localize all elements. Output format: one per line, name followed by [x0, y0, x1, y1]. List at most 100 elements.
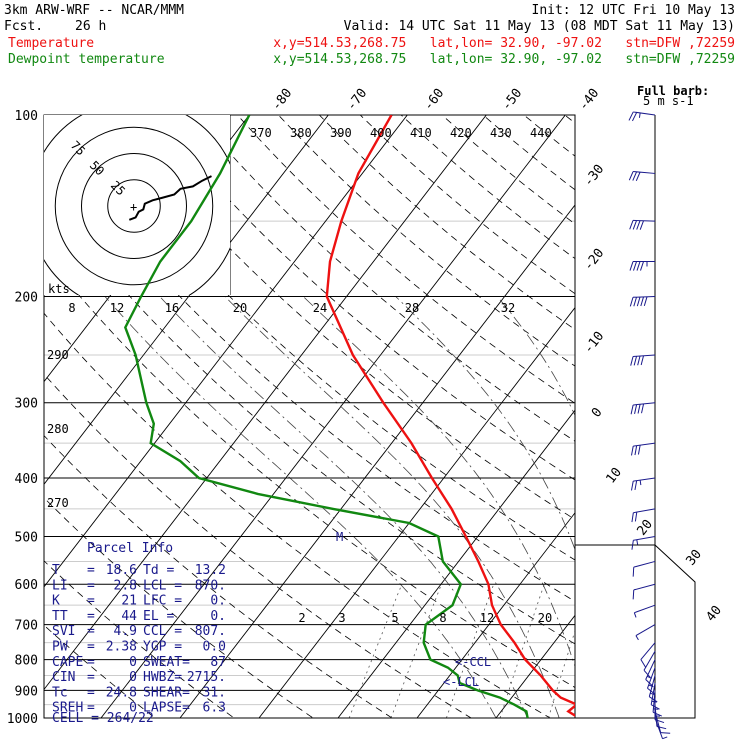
- hodograph-ring: [107, 179, 161, 233]
- mixing-ratio-label: 12: [110, 301, 124, 315]
- isotherm: [495, 614, 575, 718]
- wind-barb-flag: [629, 261, 634, 271]
- parcel-param2-name: EL =: [143, 609, 174, 624]
- parcel-param-equals: =: [87, 685, 95, 700]
- isotherm: [44, 115, 408, 588]
- theta-label: 290: [47, 348, 69, 362]
- dry-adiabat: [73, 115, 575, 561]
- pressure-tick-label: 900: [15, 684, 38, 699]
- temperature-tick-label: -10: [581, 329, 607, 357]
- parcel-param2-value: 0.: [210, 609, 226, 624]
- wind-barb-flag: [631, 481, 634, 491]
- wind-barb-staff: [635, 624, 656, 637]
- pressure-tick-label: 300: [15, 397, 38, 412]
- dewpoint-profile: [123, 115, 529, 718]
- pressure-tick-label: 100: [15, 109, 38, 124]
- parcel-param-value: 0: [129, 670, 137, 685]
- wind-barb-flag: [640, 296, 644, 307]
- wind-barb-flag: [649, 696, 658, 703]
- dry-adiabat: [44, 191, 575, 645]
- parcel-param2-value: 31.: [203, 685, 226, 700]
- isotherm: [733, 115, 740, 718]
- wind-barb-flag: [631, 512, 634, 523]
- temperature-tick-label: 0: [589, 405, 606, 420]
- pressure-tick-label: 1000: [7, 712, 38, 727]
- valid-time: Valid: 14 UTC Sat 11 May 13 (08 MDT Sat …: [344, 19, 735, 34]
- parcel-param2-value: 807.: [195, 624, 226, 639]
- parcel-param-name: CIN: [52, 670, 75, 685]
- isotherm: [654, 115, 740, 718]
- parcel-param2-name: LAPSE=: [143, 701, 190, 716]
- wind-barb-flag: [640, 261, 644, 271]
- wind-barb-flag: [643, 296, 648, 307]
- wind-barb-flag: [641, 403, 645, 414]
- theta-top-label: 370: [250, 126, 272, 140]
- pressure-tick-label: 400: [15, 472, 38, 487]
- parcel-param-name: Tc: [52, 685, 68, 700]
- moist-adiabat: [395, 296, 575, 551]
- theta-top-label: 380: [290, 126, 312, 140]
- wind-barb-flag: [632, 220, 637, 230]
- wind-barb-staff: [632, 219, 656, 222]
- isotherm: [100, 115, 566, 718]
- wind-barb-flag: [631, 446, 634, 456]
- wind-barb-half-flag: [636, 539, 639, 545]
- wind-barb-flag: [632, 112, 638, 122]
- wind-barb-flag: [634, 512, 638, 522]
- parcel-param-name: T: [52, 563, 60, 578]
- dry-adiabat: [606, 115, 740, 731]
- parcel-param-name: PW: [52, 640, 68, 655]
- parcel-param2-name: SWEAT=: [143, 655, 190, 670]
- wind-barb-flag: [633, 356, 638, 366]
- parcel-param-equals: =: [87, 670, 95, 685]
- parcel-info-title: Parcel Info: [87, 541, 173, 556]
- wind-barb-half-flag: [648, 684, 654, 688]
- wind-barb-flag: [633, 261, 637, 271]
- fcst-label: Fcst.: [4, 19, 43, 34]
- parcel-param2-name: SHEAR=: [143, 685, 190, 700]
- hodograph-background: [44, 115, 230, 295]
- pressure-tick-label: 700: [15, 619, 38, 634]
- hodograph-trace: [128, 175, 212, 221]
- parcel-param-equals: =: [87, 578, 95, 593]
- parcel-param-equals: =: [87, 609, 95, 624]
- isotherm: [0, 115, 12, 718]
- parcel-param-equals: =: [87, 655, 95, 670]
- mixing-ratio-label: 8: [68, 301, 75, 315]
- pressure-tick-label: 600: [15, 578, 38, 593]
- dry-adiabat: [647, 115, 740, 731]
- parcel-param-value: 44: [121, 609, 137, 624]
- parcel-param-value: 24.8: [106, 685, 137, 700]
- wind-barb-flag: [637, 445, 641, 455]
- wind-barb-staff: [633, 442, 656, 447]
- parcel-param2-name: CCL =: [143, 624, 182, 639]
- wind-barb-staff: [633, 477, 656, 482]
- pressure-tick-label: 200: [15, 291, 38, 306]
- wind-barb-staff: [633, 111, 656, 116]
- isotherm: [179, 204, 575, 718]
- wind-barb-flag: [643, 669, 651, 678]
- wind-barb-half-flag: [639, 480, 642, 486]
- mixing-ratio-line: [499, 584, 545, 718]
- wind-barb-flag: [630, 404, 634, 415]
- parcel-param-name: K: [52, 594, 60, 609]
- dry-adiabat: [44, 435, 393, 718]
- wind-barb-flag: [656, 725, 667, 730]
- wind-barb-flag: [639, 220, 644, 230]
- dry-adiabat: [155, 115, 575, 481]
- wind-barb-flag: [636, 220, 641, 230]
- mixing-ratio-label: 16: [165, 301, 179, 315]
- wind-barb-half-flag: [651, 700, 657, 703]
- parcel-param2-value: 0.: [210, 594, 226, 609]
- wind-barb-flag: [640, 659, 647, 668]
- wind-barb-flag: [632, 589, 635, 600]
- parcel-param-value: 4.9: [114, 624, 137, 639]
- theta-top-label: 390: [330, 126, 352, 140]
- wind-barb-flag: [633, 297, 637, 307]
- full-barb-label: Full barb:: [637, 84, 709, 98]
- parcel-param-equals: =: [87, 701, 95, 716]
- hodograph-origin: +: [130, 200, 137, 214]
- wind-barb-half-flag: [646, 675, 652, 679]
- parcel-marker: M: [336, 530, 343, 544]
- fcst-value: 26 h: [75, 19, 106, 34]
